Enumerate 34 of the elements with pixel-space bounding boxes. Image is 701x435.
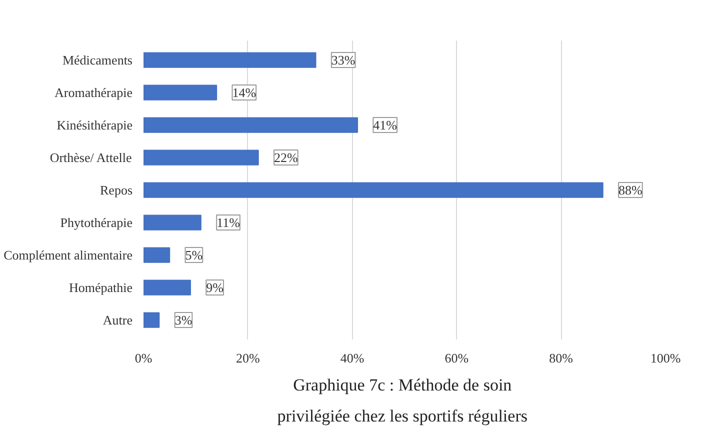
bar bbox=[144, 182, 604, 198]
bar bbox=[144, 84, 218, 100]
data-label: 88% bbox=[618, 182, 643, 198]
bar bbox=[144, 247, 170, 263]
bar bbox=[144, 117, 358, 133]
data-label: 11% bbox=[216, 215, 240, 230]
x-tick-label: 100% bbox=[650, 350, 681, 366]
x-tick-label: 20% bbox=[236, 350, 260, 366]
bar bbox=[144, 150, 259, 166]
text: Graphique 7c : Méthode de soin privilégiée chez les sportifs réguliers bbox=[277, 376, 528, 426]
data-label: 9% bbox=[206, 280, 224, 295]
bar bbox=[144, 52, 316, 68]
data-label: 33% bbox=[331, 52, 356, 68]
y-tick-label: Phytothérapie bbox=[60, 215, 133, 230]
data-label: 5% bbox=[185, 248, 203, 262]
y-tick-label: Kinésithérapie bbox=[56, 118, 133, 132]
x-tick-label: 0% bbox=[134, 350, 152, 366]
bar bbox=[144, 280, 191, 296]
bar bbox=[144, 312, 160, 328]
y-tick-label: Complément alimentaire bbox=[4, 248, 133, 262]
x-tick-label: 60% bbox=[444, 350, 469, 366]
bar bbox=[144, 214, 202, 230]
y-tick-label: Homépathie bbox=[68, 280, 133, 295]
x-tick-label: 40% bbox=[340, 350, 364, 366]
y-tick-label: Repos bbox=[100, 182, 132, 198]
data-label: 14% bbox=[232, 85, 256, 100]
data-label: 22% bbox=[274, 150, 298, 165]
y-tick-label: Autre bbox=[102, 312, 133, 328]
data-label: 3% bbox=[174, 312, 192, 328]
x-tick-label: 80% bbox=[549, 350, 574, 366]
y-tick-label: Médicaments bbox=[62, 52, 133, 68]
y-tick-label: Aromathérapie bbox=[54, 85, 133, 100]
y-tick-label: Orthèse/ Attelle bbox=[50, 150, 132, 165]
data-label: 41% bbox=[373, 118, 398, 132]
